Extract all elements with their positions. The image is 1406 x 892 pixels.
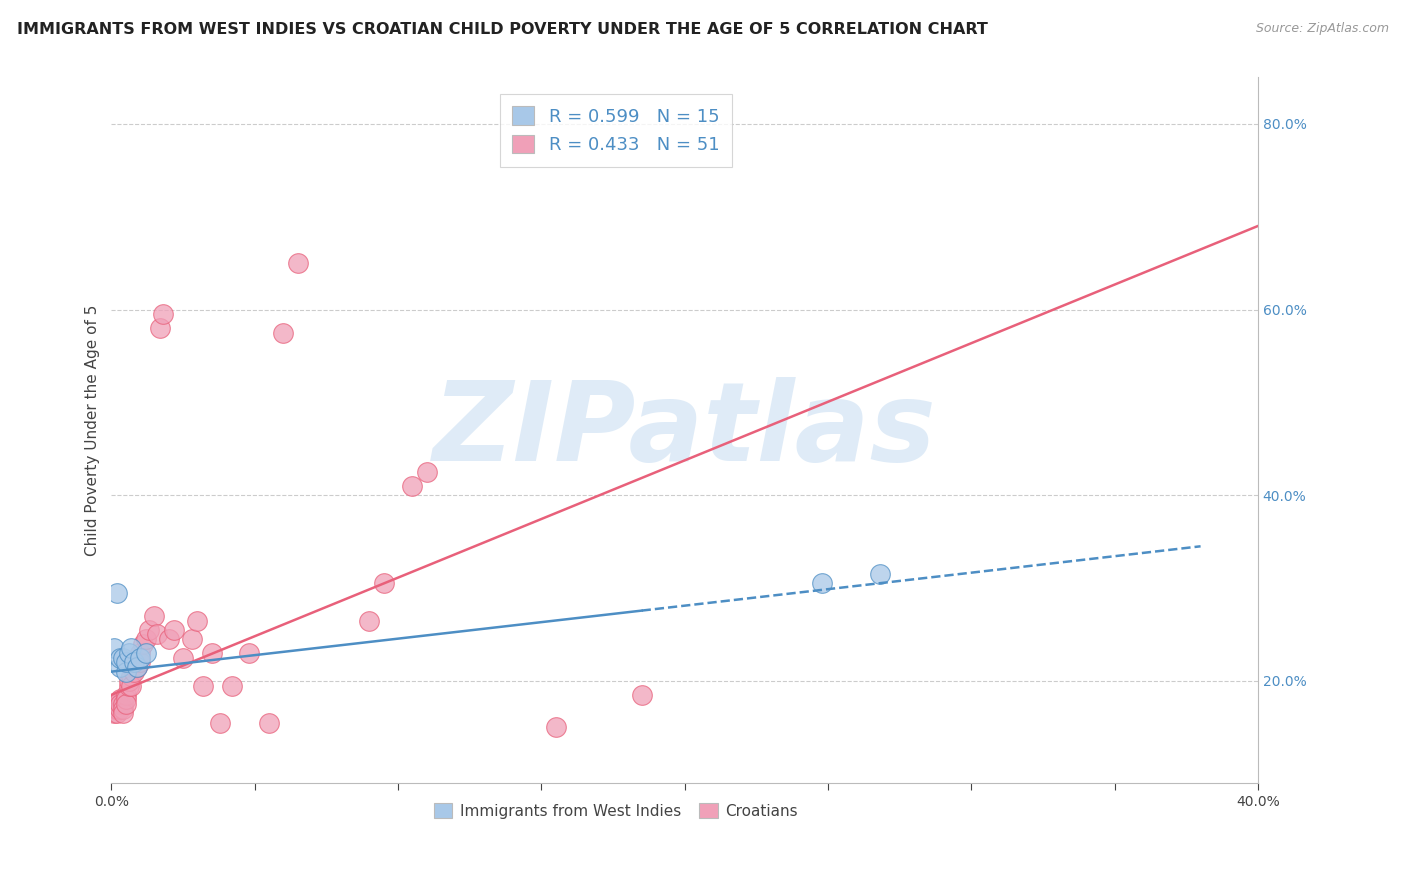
Point (121, 669, 143, 683)
Point (114, 656, 136, 670)
Point (221, 679, 243, 693)
Point (127, 660, 149, 674)
Legend: Immigrants from West Indies, Croatians: Immigrants from West Indies, Croatians (427, 797, 804, 825)
Point (127, 660, 149, 674)
Point (132, 637, 155, 651)
Point (186, 614, 208, 628)
Point (209, 715, 232, 730)
Point (124, 656, 146, 670)
Point (117, 679, 139, 693)
Point (287, 256, 309, 270)
Point (869, 567, 891, 582)
Point (201, 646, 224, 660)
Point (238, 646, 260, 660)
Point (373, 576, 395, 591)
Point (146, 627, 169, 641)
Point (135, 632, 157, 647)
Point (172, 650, 194, 665)
Point (129, 650, 152, 665)
Point (117, 673, 139, 688)
Point (105, 706, 128, 721)
Point (114, 697, 136, 711)
Point (630, 688, 652, 702)
Point (415, 465, 437, 479)
Point (111, 697, 134, 711)
Point (114, 692, 136, 706)
Point (273, 326, 295, 340)
Point (111, 706, 134, 721)
Point (108, 702, 131, 716)
Point (257, 715, 280, 730)
Point (111, 702, 134, 716)
Point (124, 665, 146, 679)
Point (129, 656, 152, 670)
Point (103, 697, 125, 711)
Point (105, 585, 128, 599)
Point (149, 321, 172, 335)
Text: Source: ZipAtlas.com: Source: ZipAtlas.com (1256, 22, 1389, 36)
Point (152, 307, 174, 321)
Point (105, 702, 128, 716)
Point (114, 665, 136, 679)
Point (359, 614, 381, 628)
Point (163, 623, 186, 637)
Point (811, 576, 834, 591)
Point (138, 623, 160, 637)
Point (103, 706, 125, 721)
Point (143, 608, 166, 623)
Point (401, 479, 423, 493)
Point (111, 650, 134, 665)
Point (108, 650, 131, 665)
Point (103, 702, 125, 716)
Point (135, 646, 157, 660)
Point (117, 646, 139, 660)
Point (105, 697, 128, 711)
Point (124, 660, 146, 674)
Point (103, 641, 125, 656)
Point (157, 632, 180, 647)
Point (121, 641, 143, 656)
Point (544, 720, 567, 734)
Point (180, 632, 202, 647)
Text: IMMIGRANTS FROM WEST INDIES VS CROATIAN CHILD POVERTY UNDER THE AGE OF 5 CORRELA: IMMIGRANTS FROM WEST INDIES VS CROATIAN … (17, 22, 988, 37)
Point (127, 656, 149, 670)
Point (121, 679, 143, 693)
Point (114, 688, 136, 702)
Point (108, 660, 131, 674)
Point (108, 692, 131, 706)
Text: ZIPatlas: ZIPatlas (433, 376, 936, 483)
Point (129, 646, 152, 660)
Point (191, 679, 214, 693)
Point (108, 697, 131, 711)
Y-axis label: Child Poverty Under the Age of 5: Child Poverty Under the Age of 5 (86, 304, 100, 556)
